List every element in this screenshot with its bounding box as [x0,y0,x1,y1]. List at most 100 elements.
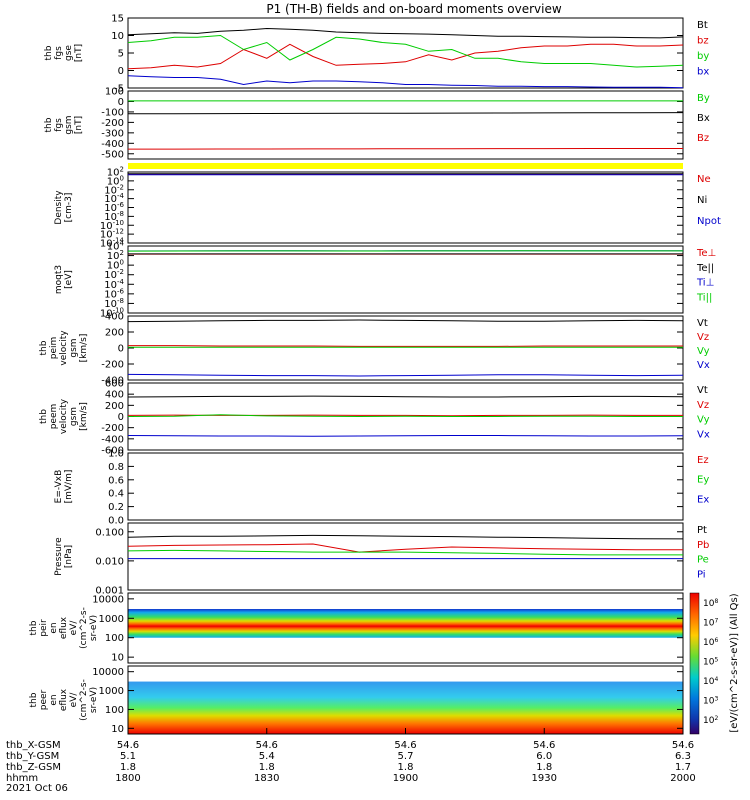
y-axis-label: fgs [54,118,64,132]
series-line-Pb [127,543,683,553]
y-axis-label: gsm [64,115,74,134]
series-line-Vx [127,373,684,377]
y-tick-label: 104 [107,240,125,253]
y-axis-label: Density [54,190,64,225]
y-axis-label: moqt3 [54,265,64,294]
z-gsm-value: 1.8 [398,762,414,773]
y-tick-label: 10-2 [104,268,124,281]
y-tick-label: 100 [107,259,124,272]
y-tick-label: 100 [105,87,124,98]
y-tick-label: 10 [111,653,124,664]
y-tick-label: 10-10 [100,219,124,232]
panel-frame [127,171,684,244]
y-tick-label: -200 [101,423,124,434]
legend-label: Vt [697,318,708,329]
legend-label: Ne [697,174,711,185]
y-gsm-value: 5.4 [259,751,275,762]
y-axis-label: peim [49,337,59,360]
legend-label: Ti⊥ [696,278,714,289]
panel-frame [127,17,684,89]
y-axis-label: Pressure [54,537,64,576]
y-tick-label: -100 [101,107,124,118]
y-axis-label: [nT] [74,44,84,62]
y-tick-label: 5 [118,49,124,60]
heatmap-band [128,681,683,734]
series-line-Bx [127,112,684,115]
y-tick-label: 0.001 [95,586,124,597]
series-line-bx [127,75,684,89]
y-tick-label: 1.0 [108,449,124,460]
y-axis-label: peem [49,404,59,430]
colorbar-tick-label: 107 [703,618,718,629]
colorbar [689,592,700,735]
y-tick-label: 10000 [92,594,124,605]
y-tick-label: 0.8 [108,462,124,473]
y-tick-label: 0 [118,97,124,108]
legend-label: Ti|| [696,292,712,303]
hhmm-tick-label: 1830 [254,773,279,784]
panel-frame [127,245,684,314]
time-row-label: thb_X-GSM [6,740,61,751]
panel-frame [127,315,684,381]
y-axis-label: en [49,622,59,633]
y-tick-label: 10-12 [100,228,124,241]
y-tick-label: 0.010 [95,556,124,567]
y-axis-label: E=-VxB [54,470,64,504]
y-tick-label: -200 [101,118,124,129]
y-tick-label: -200 [101,360,124,371]
time-row-label: thb_Z-GSM [6,762,61,773]
y-axis-label: thb [44,45,54,60]
y-tick-label: 100 [107,174,124,187]
z-gsm-value: 1.7 [675,762,691,773]
colorbar-tick-label: 102 [703,715,718,726]
y-tick-label: 0.6 [108,475,124,486]
legend-label: Bx [697,113,710,124]
y-axis-label: gse [64,45,74,61]
series-line-Pe [127,549,683,556]
y-tick-label: 100 [105,705,124,716]
legend-label: Vz [697,332,709,343]
y-tick-label: -5 [114,84,124,95]
colorbar-label: [eV/(cm^2-s-sr-eV)] (All Qs) [729,593,740,732]
y-tick-label: 0 [118,66,124,77]
legend-label: Ni [697,195,707,206]
y-axis-label: sr-eV) [89,687,99,713]
y-axis-label: eflux [59,616,69,639]
y-tick-label: 10-4 [104,192,124,205]
y-axis-label: gsm [69,407,79,426]
y-axis-label: [km/s] [79,334,89,363]
y-axis-label: gsm [69,338,79,357]
y-axis-label: velocity [59,330,69,366]
status-bar [128,163,683,169]
y-axis-label: peer [39,689,49,710]
y-tick-label: 1000 [99,686,124,697]
legend-label: Pb [697,540,709,551]
y-axis-label: eV/ [69,692,79,708]
colorbar-tick-label: 104 [703,676,718,687]
y-axis-label: velocity [59,398,69,434]
y-tick-label: 10 [111,724,124,735]
legend-label: Vx [697,429,710,440]
panel-frame [127,522,684,591]
y-gsm-value: 6.3 [675,751,691,762]
y-tick-label: 0.100 [95,527,124,538]
series-line-Vt [127,319,684,323]
legend-label: by [697,51,709,62]
panel-frame [127,592,684,664]
y-axis-label: thb [39,409,49,424]
y-axis-label: en [49,694,59,705]
y-tick-label: 400 [105,390,124,401]
series-line-Bz [128,148,683,150]
y-tick-label: 102 [107,166,124,179]
y-tick-label: -300 [101,128,124,139]
y-axis-label: thb [39,340,49,355]
y-tick-label: -400 [101,376,124,387]
y-tick-label: 0 [118,412,124,423]
y-tick-label: 15 [111,14,124,25]
colorbar-tick-label: 103 [703,696,718,707]
panel-frame [127,90,684,160]
y-tick-label: 600 [105,379,124,390]
legend-label: Vx [697,360,710,371]
